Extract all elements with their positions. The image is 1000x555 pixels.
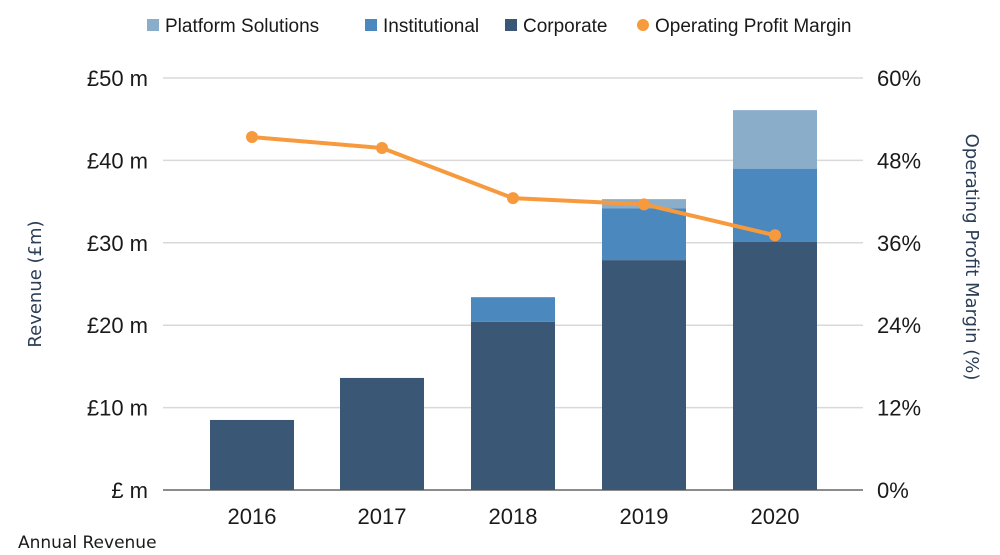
margin-point-2016 <box>246 131 258 144</box>
legend: Platform Solutions Institutional Corporate… <box>147 16 851 37</box>
y-axis-right-title: Operating Profit Margin (%) <box>961 134 982 381</box>
legend-marker-square <box>505 19 517 31</box>
legend-marker-square <box>365 19 377 31</box>
x-tick-label: 2016 <box>228 504 277 529</box>
y-left-tick-label: £50 m <box>87 66 148 91</box>
y-left-tick-label: £10 m <box>87 396 148 421</box>
legend-label: Platform Solutions <box>165 16 319 37</box>
legend-label: Operating Profit Margin <box>655 16 851 37</box>
y-right-tick-label: 0% <box>877 478 909 503</box>
y-axis-left-title: Revenue (£m) <box>25 220 46 347</box>
margin-point-2017 <box>376 142 388 155</box>
chart-caption: Annual Revenue <box>18 533 157 553</box>
bar-corporate-2019 <box>602 260 686 490</box>
y-right-tick-label: 36% <box>877 231 921 256</box>
margin-line <box>251 135 776 238</box>
bar-corporate-2018 <box>471 321 555 490</box>
bar-corporate-2016 <box>210 419 294 490</box>
legend-label: Corporate <box>523 16 608 37</box>
legend-label: Institutional <box>383 16 479 37</box>
y-left-tick-label: £20 m <box>87 313 148 338</box>
y-left-tick-label: £ m <box>111 478 148 503</box>
bar-institutional-2018 <box>471 297 555 322</box>
margin-point-2020 <box>769 229 781 242</box>
x-tick-label: 2018 <box>489 504 538 529</box>
bar-corporate-2020 <box>733 241 817 490</box>
legend-marker-circle <box>637 19 649 31</box>
bar-institutional-2019 <box>602 208 686 261</box>
y-left-tick-label: £30 m <box>87 231 148 256</box>
legend-marker-square <box>147 19 159 31</box>
margin-point-2018 <box>507 192 519 205</box>
y-left-tick-label: £40 m <box>87 148 148 173</box>
margin-point-2019 <box>638 198 650 211</box>
x-tick-label: 2020 <box>751 504 800 529</box>
y-right-tick-label: 60% <box>877 66 921 91</box>
axis-ticks: £ m £10 m £20 m £30 m £40 m £50 m 0% 12% 24% 36% 4… <box>87 66 921 529</box>
x-tick-label: 2019 <box>620 504 669 529</box>
bars <box>210 110 817 490</box>
y-right-tick-label: 48% <box>877 148 921 173</box>
bar-platform-solutions-2020 <box>733 110 817 169</box>
bar-corporate-2017 <box>340 377 424 490</box>
x-tick-label: 2017 <box>358 504 407 529</box>
margin-line-series <box>246 131 781 242</box>
y-right-tick-label: 24% <box>877 313 921 338</box>
y-right-tick-label: 12% <box>877 396 921 421</box>
